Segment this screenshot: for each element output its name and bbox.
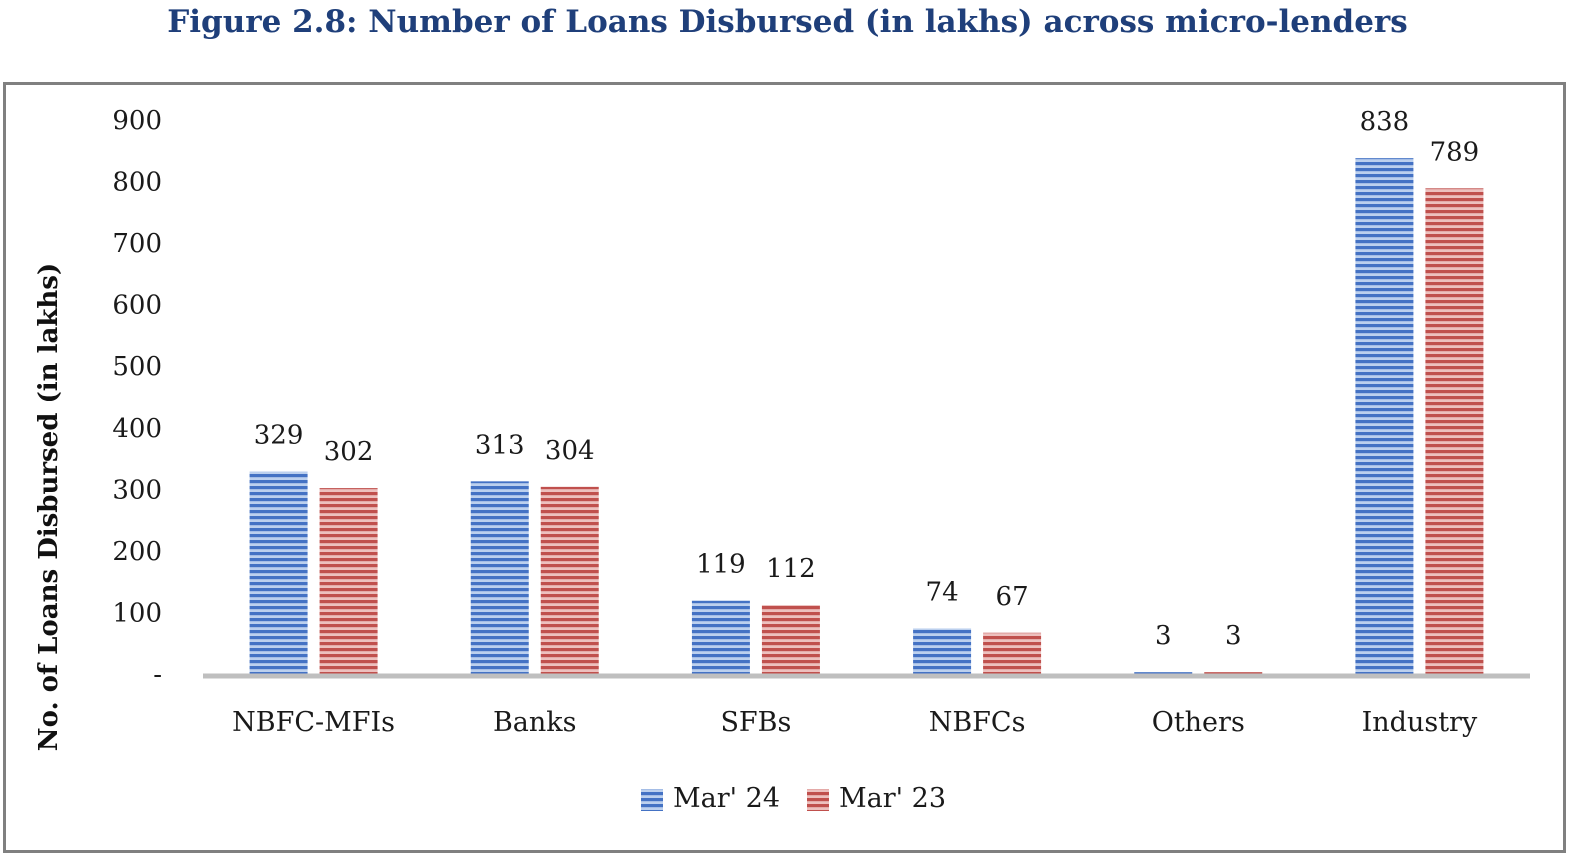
x-category-label: Others — [1152, 707, 1245, 738]
bar-banks-series-2 — [540, 486, 599, 674]
legend-swatch — [807, 789, 829, 811]
data-label: 67 — [996, 582, 1029, 612]
data-label: 3 — [1155, 621, 1172, 651]
data-label: 329 — [254, 420, 304, 450]
x-category-label: NBFC-MFIs — [232, 707, 395, 738]
bars — [249, 158, 1484, 675]
legend: Mar' 24 Mar' 23 — [641, 783, 946, 814]
data-label: 789 — [1430, 137, 1480, 167]
legend-label: Mar' 23 — [839, 783, 946, 814]
bar-sfbs-series-2 — [761, 605, 820, 674]
data-label: 112 — [766, 554, 816, 584]
legend-label: Mar' 24 — [673, 783, 780, 814]
bar-others-series-2 — [1204, 672, 1263, 674]
data-label: 74 — [926, 577, 959, 607]
y-tick-label: 900 — [112, 106, 162, 136]
data-label: 838 — [1360, 107, 1410, 137]
bar-others-series-1 — [1134, 672, 1193, 674]
bar-nbfc-mfis-series-2 — [319, 488, 378, 674]
bar-sfbs-series-1 — [691, 600, 750, 674]
data-label: 3 — [1225, 621, 1242, 651]
y-tick-label: 100 — [112, 598, 162, 628]
x-category-label: Industry — [1362, 707, 1478, 738]
y-tick-label: 700 — [112, 229, 162, 259]
y-tick-label: 500 — [112, 352, 162, 382]
y-axis-ticks: - 100 200 300 400 500 600 700 800 900 — [112, 106, 162, 690]
bar-industry-series-2 — [1425, 188, 1484, 674]
y-tick-label: 200 — [112, 537, 162, 567]
figure-title: Figure 2.8: Number of Loans Disbursed (i… — [167, 4, 1408, 40]
y-tick-label: 600 — [112, 291, 162, 321]
data-label: 302 — [324, 437, 374, 467]
y-tick-label: - — [153, 660, 162, 690]
x-category-label: NBFCs — [929, 707, 1026, 738]
y-axis-title: No. of Loans Disbursed (in lakhs) — [34, 263, 64, 751]
y-tick-label: 300 — [112, 475, 162, 505]
bar-industry-series-1 — [1355, 158, 1414, 675]
data-label: 313 — [475, 430, 525, 460]
data-label: 304 — [545, 436, 595, 466]
y-tick-label: 800 — [112, 168, 162, 198]
bar-banks-series-1 — [470, 481, 529, 674]
bar-nbfc-mfis-series-1 — [249, 471, 308, 674]
y-tick-label: 400 — [112, 414, 162, 444]
category-labels: NBFC-MFIs Banks SFBs NBFCs Others Industry — [232, 707, 1478, 738]
bar-nbfcs-series-2 — [983, 632, 1042, 674]
chart-frame — [3, 82, 1566, 853]
x-category-label: Banks — [493, 707, 577, 738]
bar-nbfcs-series-1 — [913, 628, 972, 674]
x-category-label: SFBs — [720, 707, 791, 738]
legend-swatch — [641, 789, 663, 811]
data-label: 119 — [696, 550, 746, 580]
data-labels: 329 302 313 304 119 112 74 67 3 3 838 789 — [254, 107, 1479, 651]
